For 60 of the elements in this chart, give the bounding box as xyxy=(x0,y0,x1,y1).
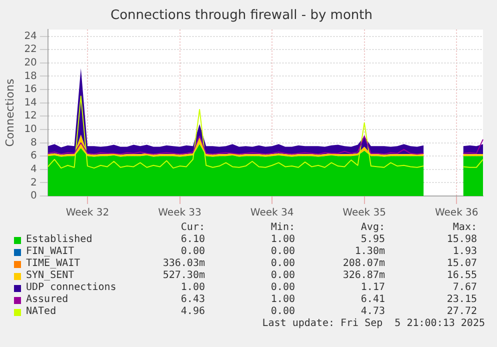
text: 0.00 xyxy=(270,246,295,257)
text: 0.00 xyxy=(270,282,295,293)
x-tick-label: Week 36 xyxy=(434,208,478,219)
text: 0.00 xyxy=(270,306,295,317)
y-tick-label: 0 xyxy=(30,190,37,202)
text: 15.98 xyxy=(446,234,477,245)
legend-label: Assured xyxy=(26,294,68,305)
y-tick-label: 20 xyxy=(24,57,37,68)
y-tick-label: 14 xyxy=(24,97,37,108)
text: 4.73 xyxy=(360,306,385,317)
legend-label: FIN_WAIT xyxy=(26,246,74,257)
y-tick-label: 22 xyxy=(24,44,37,56)
y-tick-label: 8 xyxy=(30,137,37,148)
y-tick-label: 2 xyxy=(30,177,37,188)
y-tick-label: 10 xyxy=(24,124,37,136)
text: 0.00 xyxy=(180,246,205,257)
y-tick-label: 18 xyxy=(24,70,37,82)
legend-label: TIME_WAIT xyxy=(26,258,80,269)
legend-label: NATed xyxy=(26,306,56,317)
text: 208.07m xyxy=(342,258,385,269)
text: 4.96 xyxy=(180,306,205,317)
x-tick-label: Week 35 xyxy=(342,208,386,219)
text: Avg: xyxy=(360,222,385,233)
text: 1.00 xyxy=(180,282,205,293)
text: 1.17 xyxy=(360,282,385,293)
text: Min: xyxy=(270,222,295,233)
legend-label: UDP connections xyxy=(26,282,116,293)
x-tick-label: Week 33 xyxy=(158,208,202,219)
text: Max: xyxy=(452,222,477,233)
text: 6.43 xyxy=(180,294,205,305)
text: 1.93 xyxy=(452,246,477,257)
text: 527.30m xyxy=(162,270,205,281)
text: 1.00 xyxy=(270,234,295,245)
text: 16.55 xyxy=(446,270,477,281)
text: 0.00 xyxy=(270,270,295,281)
text: 7.67 xyxy=(452,282,477,293)
y-tick-label: 12 xyxy=(24,110,37,122)
text: 27.72 xyxy=(446,306,477,317)
text: Cur: xyxy=(180,222,205,233)
legend-label: Established xyxy=(26,234,92,245)
chart-title: Connections through firewall - by month xyxy=(110,8,372,24)
text: Last update: Fri Sep 5 21:00:13 2025 xyxy=(262,318,485,329)
x-tick-label: Week 32 xyxy=(66,208,110,219)
y-tick-label: 24 xyxy=(24,30,37,42)
text: 1.00 xyxy=(270,294,295,305)
y-tick-label: 6 xyxy=(30,150,37,162)
text: 6.10 xyxy=(180,234,205,245)
y-axis-title: Connections xyxy=(3,78,16,147)
text: 326.87m xyxy=(342,270,385,281)
x-tick-label: Week 34 xyxy=(250,208,294,219)
legend-label: SYN_SENT xyxy=(26,270,74,281)
text: 1.30m xyxy=(354,246,385,257)
text: 0.00 xyxy=(270,258,295,269)
text: 5.95 xyxy=(360,234,385,245)
y-tick-label: 4 xyxy=(30,164,37,175)
text: 23.15 xyxy=(446,294,477,305)
text: 6.41 xyxy=(360,294,385,305)
text: 15.07 xyxy=(446,258,477,269)
y-tick-label: 16 xyxy=(24,84,37,96)
text: 336.03m xyxy=(162,258,205,269)
